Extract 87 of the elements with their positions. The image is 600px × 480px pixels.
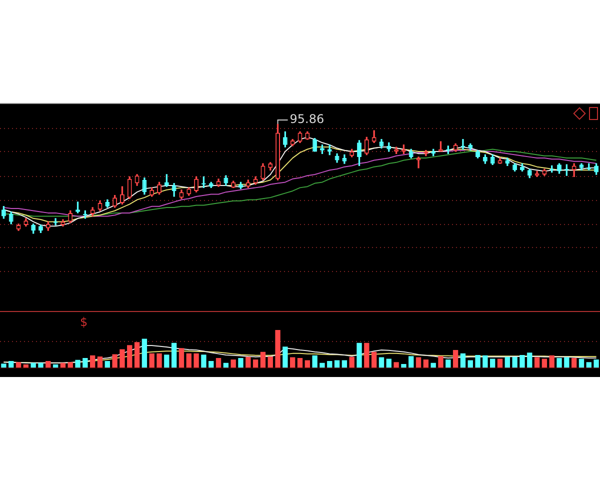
bar (127, 345, 132, 368)
bar (475, 354, 480, 368)
bar (408, 356, 414, 368)
bar (290, 357, 296, 368)
bar (394, 362, 399, 368)
bar (230, 359, 236, 368)
bar (38, 362, 44, 368)
bar (194, 353, 199, 368)
bar (120, 349, 125, 368)
bar (542, 358, 548, 368)
candlestick (120, 186, 124, 204)
bar (460, 353, 466, 368)
bar (334, 360, 340, 368)
bar (452, 350, 458, 368)
candlestick (320, 144, 324, 154)
bar (186, 353, 192, 368)
candlestick (276, 124, 280, 180)
bar (504, 356, 510, 368)
bar (564, 357, 570, 368)
bar (134, 342, 140, 368)
bar (8, 360, 14, 368)
candlestick (38, 224, 43, 234)
bar (438, 356, 444, 368)
bar (356, 342, 362, 368)
bar (75, 360, 80, 368)
bar (30, 362, 36, 368)
bar (252, 359, 258, 368)
bar (238, 358, 244, 368)
bar (342, 360, 348, 368)
bar (327, 360, 332, 368)
bar (446, 359, 451, 368)
bar (104, 360, 110, 368)
bar (594, 359, 599, 368)
bar (364, 342, 370, 368)
bar (268, 356, 273, 368)
bar (282, 346, 288, 368)
bar (534, 357, 540, 368)
bar (260, 352, 266, 368)
bar (386, 358, 392, 368)
bar (586, 362, 592, 368)
candlestick (557, 163, 562, 174)
bar (275, 330, 280, 368)
bar (320, 362, 325, 368)
text: $ (80, 315, 88, 329)
bar (571, 358, 577, 368)
bar (16, 362, 22, 368)
bar (216, 358, 222, 368)
bar (371, 352, 377, 368)
bar (304, 360, 310, 368)
bar (164, 354, 170, 368)
bar (378, 357, 384, 368)
candlestick (76, 202, 80, 214)
bar (112, 354, 118, 368)
bar (482, 355, 488, 368)
bar (497, 358, 503, 368)
bar (171, 342, 177, 368)
bar (512, 356, 518, 368)
candlestick (357, 140, 362, 166)
bar (142, 338, 148, 368)
bar (578, 358, 584, 368)
bar (468, 360, 473, 368)
bar (556, 358, 562, 368)
bar (312, 355, 318, 368)
bar (149, 353, 154, 368)
bar (68, 362, 73, 368)
bar (423, 359, 429, 368)
bar (549, 355, 554, 368)
bar (201, 354, 206, 368)
bar (401, 364, 406, 368)
bar (520, 354, 525, 368)
bar (97, 356, 103, 368)
bar (349, 356, 354, 368)
bar (430, 362, 436, 368)
bar (490, 358, 496, 368)
bar (527, 352, 532, 368)
bar (82, 358, 88, 368)
bar (1, 364, 6, 368)
bar (297, 358, 303, 368)
bar (178, 348, 184, 368)
bar (208, 360, 214, 368)
bar (156, 353, 162, 368)
bar (416, 357, 422, 368)
bar (246, 356, 251, 368)
bar (90, 355, 96, 368)
annotation: 95.86 (290, 112, 324, 126)
bar (46, 360, 51, 368)
candlestick (157, 182, 162, 195)
